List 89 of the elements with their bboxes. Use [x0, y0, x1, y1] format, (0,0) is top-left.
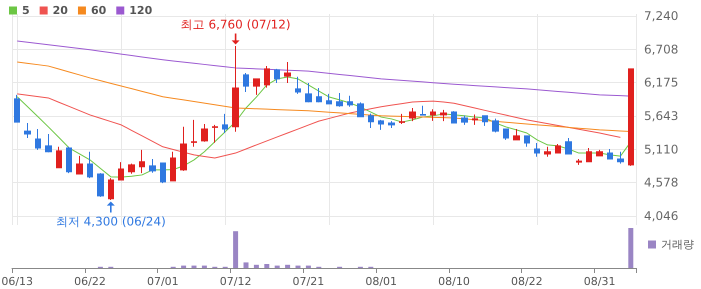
- candlestick: [503, 128, 509, 140]
- candlestick: [305, 82, 312, 103]
- candlestick: [492, 118, 499, 133]
- candlestick: [399, 113, 405, 124]
- candlestick: [534, 142, 540, 158]
- candlestick: [555, 143, 561, 154]
- candlestick: [482, 115, 488, 126]
- line-series: [16, 93, 621, 159]
- candlestick: [472, 114, 478, 126]
- x-tick-label: 08/01: [365, 275, 398, 288]
- candlestick: [295, 76, 301, 94]
- candlestick: [451, 110, 457, 124]
- candlestick: [264, 66, 270, 88]
- bar: [628, 228, 634, 268]
- candlestick: [326, 93, 332, 104]
- candlestick: [87, 151, 93, 179]
- x-tick-label: 06/22: [74, 275, 106, 288]
- candlestick: [316, 87, 322, 103]
- candlestick: [118, 162, 124, 180]
- annotation: 최저 4,300 (06/24): [56, 214, 166, 228]
- candlestick: [56, 146, 62, 169]
- x-tick-label: 08/22: [510, 275, 543, 288]
- candlestick: [357, 102, 364, 118]
- candlestick: [76, 155, 83, 174]
- x-tick-label: 08/31: [584, 275, 616, 288]
- candlestick: [347, 95, 353, 108]
- candlestick: [388, 120, 395, 129]
- candlestick: [128, 163, 135, 174]
- bar: [244, 262, 248, 268]
- candlestick: [513, 128, 520, 140]
- candlestick: [160, 162, 166, 184]
- candlestick: [617, 151, 624, 164]
- candlestick: [170, 151, 176, 182]
- candlestick: [14, 94, 20, 123]
- y-tick-label: 5,110: [644, 142, 678, 156]
- candlestick: [565, 138, 572, 154]
- y-tick-label: 5,643: [644, 108, 678, 123]
- legend-label: 20: [52, 4, 68, 17]
- candlestick: [524, 135, 530, 148]
- x-tick-label: 06/13: [1, 275, 34, 288]
- candlestick: [274, 68, 280, 84]
- x-tick-label: 08/10: [438, 275, 470, 288]
- y-tick-label: 6,175: [644, 76, 678, 90]
- candlestick: [139, 149, 145, 174]
- candlestick: [420, 105, 426, 116]
- candlestick: [586, 148, 592, 162]
- candlestick: [243, 72, 249, 93]
- candlestick: [149, 158, 156, 174]
- bar: [264, 264, 270, 268]
- candlestick: [222, 113, 228, 134]
- candlestick: [368, 113, 374, 129]
- x-tick-label: 07/21: [292, 275, 324, 288]
- legend-label: 60: [90, 4, 107, 17]
- legend-label: 5: [22, 4, 30, 17]
- candlestick: [45, 133, 52, 153]
- candlestick: [180, 126, 187, 172]
- candlestick: [201, 123, 208, 142]
- candlestick: [576, 158, 582, 166]
- candlestick: [253, 78, 260, 96]
- y-tick-label: 4,046: [644, 208, 678, 223]
- candlestick: [544, 146, 551, 158]
- bar: [233, 231, 238, 268]
- candlestick: [378, 119, 384, 130]
- y-tick-label: 7,240: [644, 9, 678, 23]
- candlestick: [628, 68, 634, 166]
- candlestick: [430, 108, 436, 122]
- y-tick-label: 4,578: [644, 176, 678, 190]
- candlestick: [35, 128, 41, 150]
- bar: [254, 264, 259, 268]
- candlestick: [461, 114, 468, 126]
- candlestick: [24, 122, 31, 139]
- candlestick: [409, 107, 416, 122]
- candlestick: [97, 172, 104, 198]
- candlestick: [336, 92, 343, 108]
- candlestick: [191, 119, 197, 148]
- legend-label: 거래량: [661, 238, 694, 251]
- annotation: 최고 6,760 (07/12): [180, 18, 291, 32]
- candlestick: [66, 146, 72, 174]
- candlestick: [108, 178, 114, 200]
- candlestick: [440, 109, 447, 122]
- candlestick: [212, 124, 218, 144]
- y-tick-label: 6,708: [644, 42, 678, 56]
- legend-label: 120: [129, 4, 153, 17]
- candlestick: [596, 149, 603, 156]
- x-tick-label: 07/12: [220, 275, 252, 288]
- candlestick: [284, 61, 291, 84]
- bar: [285, 264, 290, 268]
- x-tick-label: 07/01: [146, 275, 179, 288]
- candlestick: [607, 148, 613, 160]
